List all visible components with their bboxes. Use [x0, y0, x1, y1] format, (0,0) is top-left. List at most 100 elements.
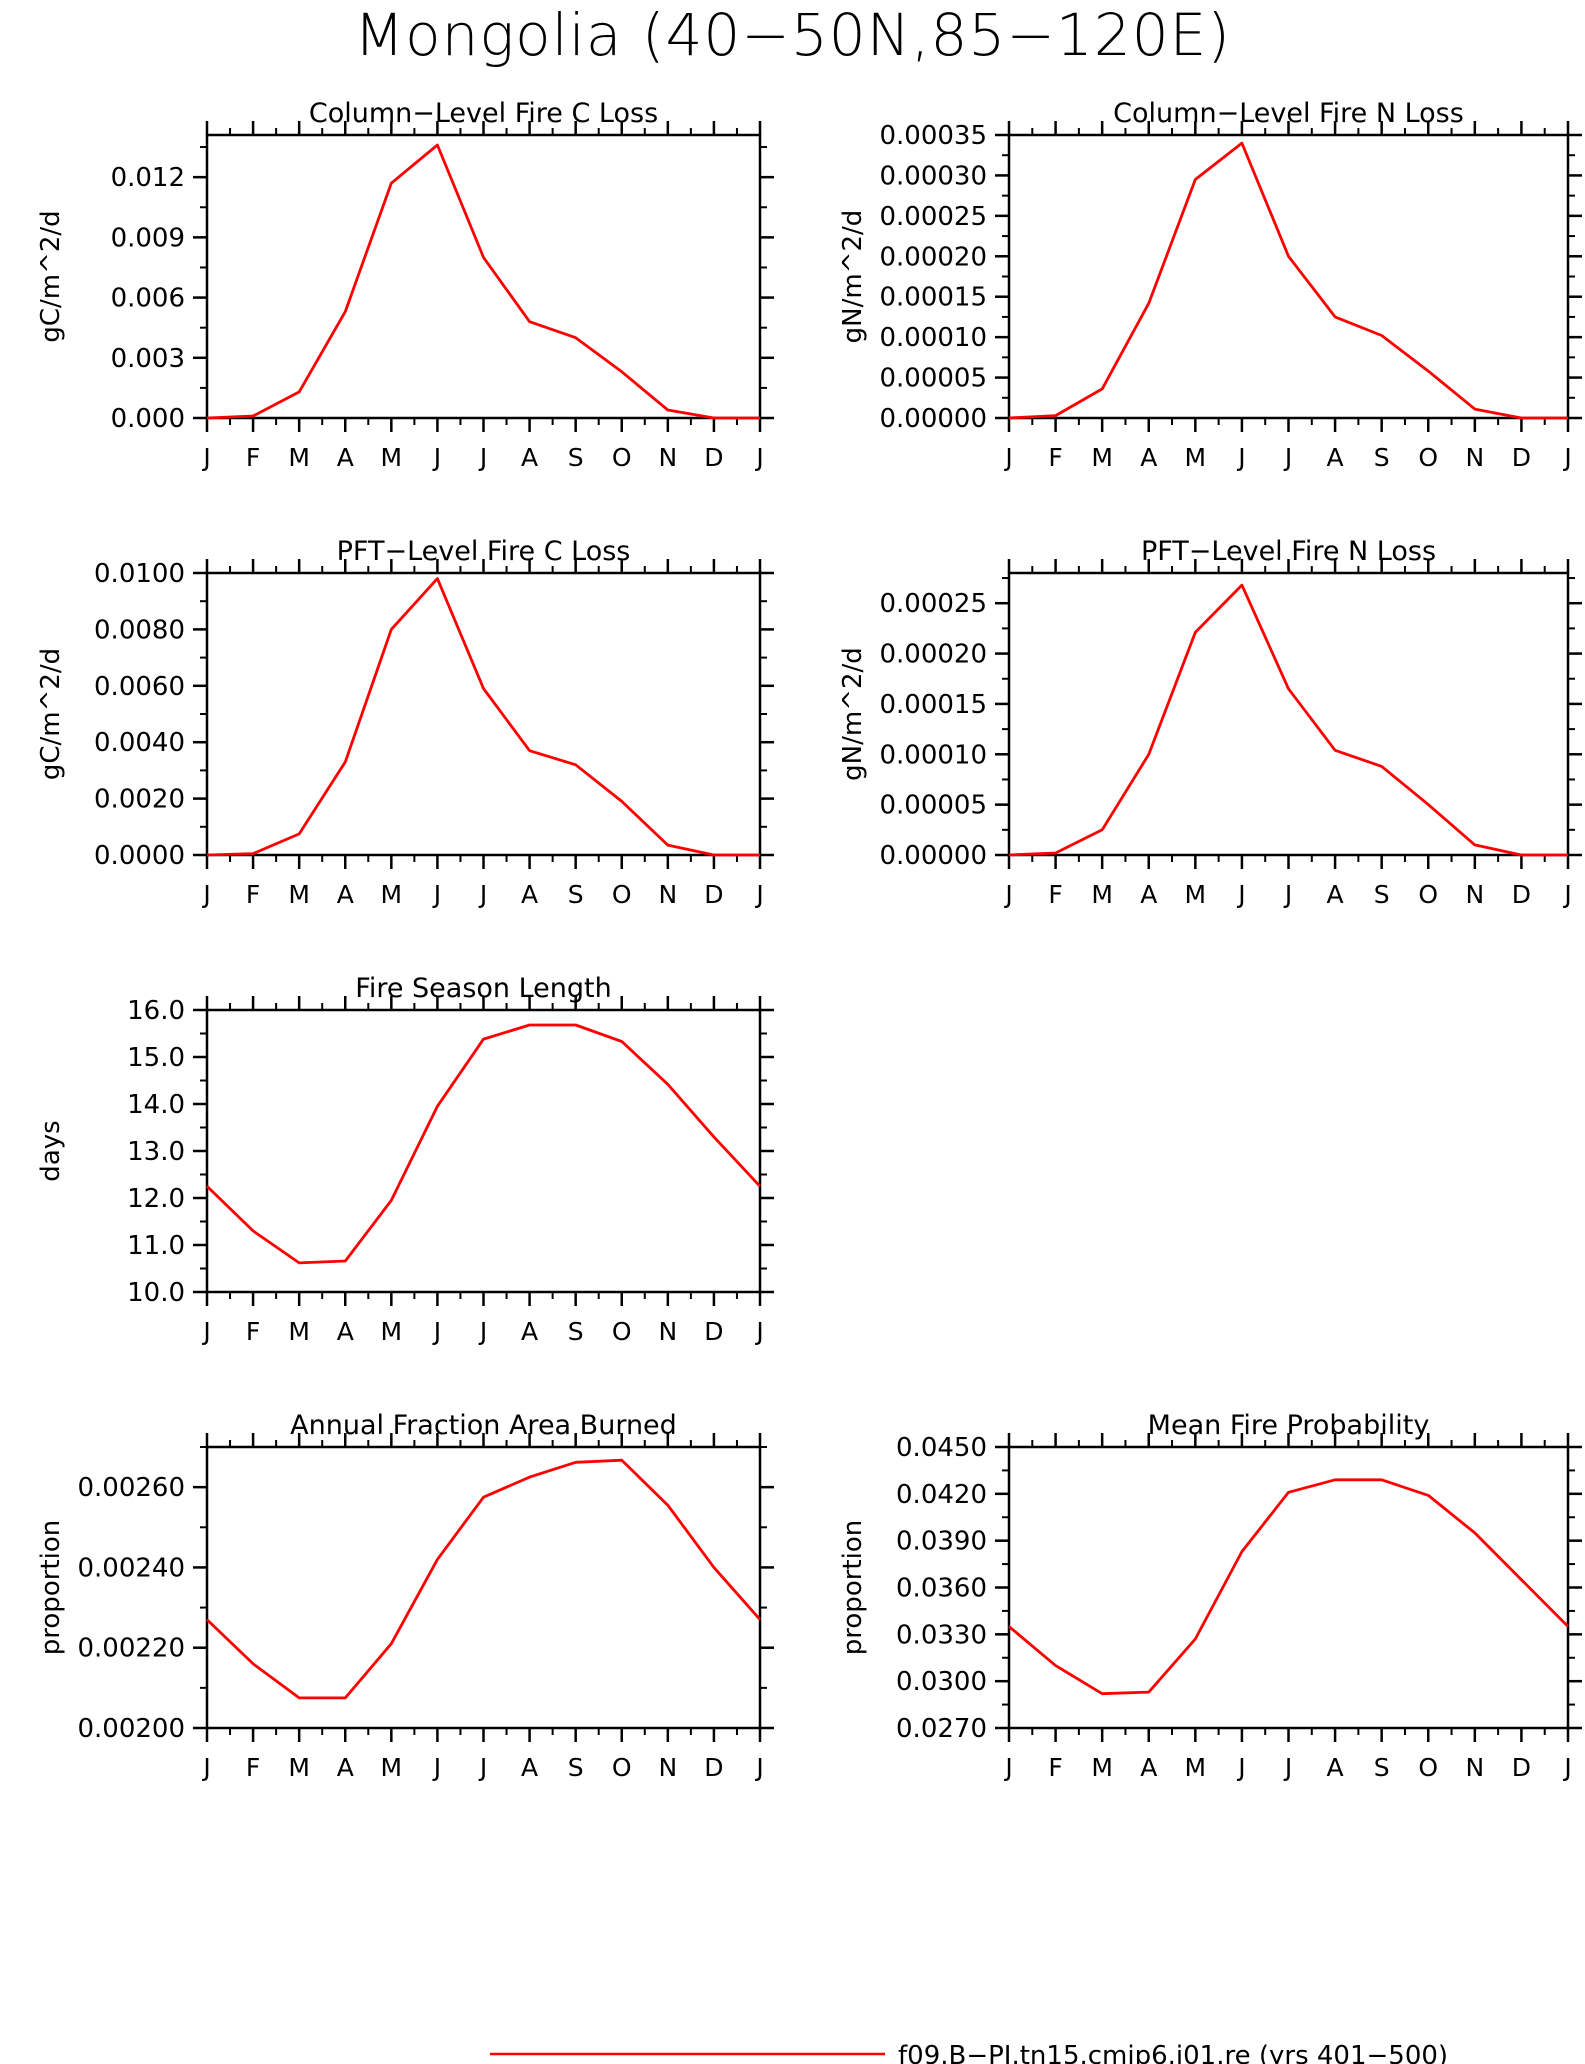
x-tick-label: M — [288, 1317, 310, 1346]
x-tick-label: J — [1003, 1753, 1012, 1782]
panel-pft-fire-c-loss: J F M A M J J A S O N D J0.00000.00200.00400.00600.0… — [36, 536, 774, 909]
x-tick-label: D — [704, 1753, 723, 1782]
x-tick-label: J — [1236, 443, 1245, 472]
y-tick-label: 0.0330 — [896, 1620, 987, 1650]
y-tick-label: 0.00025 — [879, 589, 987, 619]
y-tick-label: 0.00000 — [879, 841, 987, 871]
y-tick-label: 15.0 — [127, 1043, 185, 1073]
x-tick-label: F — [246, 443, 260, 472]
x-tick-label: J — [1003, 880, 1012, 909]
series-line — [206, 143, 760, 420]
y-tick-label: 0.00010 — [879, 740, 987, 770]
y-tick-label: 11.0 — [127, 1231, 185, 1261]
x-tick-label: M — [381, 443, 403, 472]
x-tick-label: J — [478, 1317, 487, 1346]
plot-frame — [1007, 133, 1570, 420]
panel-annual-fraction-area-burned: J F M A M J J A S O N D J0.002000.002200.002400.0026… — [36, 1410, 774, 1782]
x-tick-label: M — [1091, 880, 1113, 909]
x-tick-label: A — [521, 443, 538, 472]
plot-frame — [205, 1008, 762, 1294]
x-tick-label: A — [1140, 443, 1157, 472]
figure-title: Mongolia (40−50N,85−120E) — [354, 1, 1231, 69]
x-tick-label: S — [1374, 880, 1390, 909]
x-tick-label: N — [658, 1753, 677, 1782]
x-tick-label: M — [288, 1753, 310, 1782]
chart-title: Mean Fire Probability — [1148, 1410, 1430, 1441]
y-axis-label: proportion — [838, 1520, 868, 1655]
x-tick-label: A — [337, 1317, 354, 1346]
x-tick-label: J — [754, 443, 763, 472]
x-tick-label: A — [337, 1753, 354, 1782]
y-axis-label: proportion — [36, 1520, 66, 1655]
x-tick-label: A — [1140, 1753, 1157, 1782]
x-tick-label: D — [1512, 880, 1531, 909]
x-tick-label: A — [337, 443, 354, 472]
x-tick-label: J — [432, 443, 441, 472]
x-tick-label: J — [432, 1753, 441, 1782]
x-tick-label: M — [381, 880, 403, 909]
y-tick-label: 14.0 — [127, 1090, 185, 1120]
x-tick-label: A — [1327, 880, 1344, 909]
x-tick-label: J — [754, 1753, 763, 1782]
y-tick-label: 0.00025 — [879, 202, 987, 232]
y-tick-label: 13.0 — [127, 1137, 185, 1167]
y-tick-label: 0.00015 — [879, 283, 987, 313]
x-tick-label: A — [521, 1317, 538, 1346]
panel-column-fire-n-loss: J F M A M J J A S O N D J0.000000.000050.000100.0001… — [838, 98, 1582, 472]
y-axis-label: gN/m^2/d — [838, 210, 868, 344]
y-axis-label: gN/m^2/d — [838, 647, 868, 781]
panel-column-fire-c-loss: J F M A M J J A S O N D J0.0000.0030.0060.0090.012Co… — [36, 98, 774, 472]
y-tick-label: 0.00240 — [77, 1553, 185, 1583]
x-tick-label: N — [658, 1317, 677, 1346]
y-tick-label: 0.00020 — [879, 640, 987, 670]
x-tick-label: O — [612, 1753, 632, 1782]
x-tick-label: O — [612, 1317, 632, 1346]
x-tick-label: A — [1140, 880, 1157, 909]
panel-mean-fire-probability: J F M A M J J A S O N D J0.02700.03000.03300.03600.0… — [838, 1410, 1582, 1782]
x-tick-label: M — [381, 1317, 403, 1346]
x-tick-label: M — [1185, 1753, 1207, 1782]
y-tick-label: 0.009 — [111, 223, 185, 253]
chart-title: PFT−Level Fire C Loss — [337, 536, 631, 567]
series-line — [1008, 583, 1568, 857]
series-line — [206, 1458, 762, 1700]
x-tick-label: M — [288, 880, 310, 909]
y-tick-label: 0.003 — [111, 344, 185, 374]
y-tick-label: 0.00030 — [879, 161, 987, 191]
x-tick-label: D — [704, 1317, 723, 1346]
series-line — [1008, 1478, 1569, 1696]
x-tick-label: J — [754, 1317, 763, 1346]
x-tick-label: N — [1465, 1753, 1484, 1782]
y-tick-label: 0.006 — [111, 284, 185, 314]
y-tick-label: 0.0420 — [896, 1480, 987, 1510]
x-tick-label: D — [1512, 443, 1531, 472]
panel-pft-fire-n-loss: J F M A M J J A S O N D J0.000000.000050.000100.0001… — [838, 536, 1582, 909]
plot-frame — [1007, 1445, 1570, 1730]
chart-title: Fire Season Length — [355, 973, 611, 1004]
x-tick-label: J — [478, 880, 487, 909]
x-tick-label: A — [521, 1753, 538, 1782]
x-tick-label: N — [658, 880, 677, 909]
x-tick-label: S — [568, 1753, 584, 1782]
x-tick-label: S — [1374, 443, 1390, 472]
x-tick-label: A — [337, 880, 354, 909]
y-tick-label: 0.00260 — [77, 1473, 185, 1503]
x-tick-label: F — [246, 880, 260, 909]
x-tick-label: S — [568, 880, 584, 909]
y-tick-label: 0.0360 — [896, 1574, 987, 1604]
x-tick-label: N — [1465, 880, 1484, 909]
x-tick-label: M — [1185, 443, 1207, 472]
x-tick-label: J — [201, 1317, 210, 1346]
x-tick-label: J — [1562, 880, 1571, 909]
chart-title: Annual Fraction Area Burned — [290, 1410, 677, 1441]
x-tick-label: O — [1418, 880, 1438, 909]
x-tick-label: O — [1418, 443, 1438, 472]
x-tick-label: D — [704, 443, 723, 472]
y-tick-label: 16.0 — [127, 996, 185, 1026]
x-tick-label: J — [432, 1317, 441, 1346]
x-tick-label: M — [1091, 443, 1113, 472]
y-tick-label: 0.0020 — [94, 785, 185, 815]
x-tick-label: J — [1003, 443, 1012, 472]
y-tick-label: 0.0100 — [94, 559, 185, 589]
chart-title: Column−Level Fire N Loss — [1113, 98, 1464, 129]
